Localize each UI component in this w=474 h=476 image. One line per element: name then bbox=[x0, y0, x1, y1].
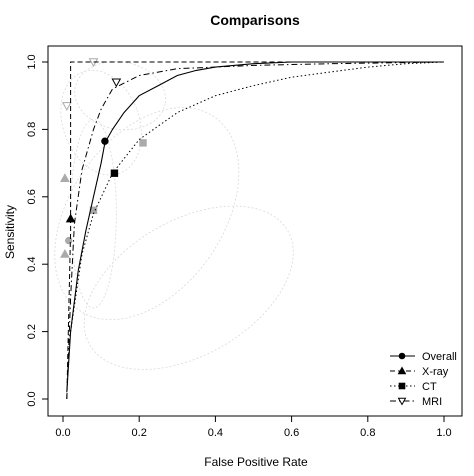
legend-marker bbox=[398, 352, 406, 360]
x-tick-label: 0.2 bbox=[132, 427, 147, 439]
x-tick-label: 0.8 bbox=[360, 427, 375, 439]
study-point bbox=[60, 249, 70, 258]
legend-marker bbox=[397, 397, 407, 406]
x-axis-label: False Positive Rate bbox=[204, 455, 308, 469]
legend: Overall X-ray CT MRI bbox=[385, 348, 460, 410]
sroc-curves bbox=[66, 61, 445, 400]
confidence-region bbox=[60, 69, 142, 176]
study-confidence-regions bbox=[54, 61, 294, 370]
legend-marker bbox=[397, 366, 407, 375]
x-tick-label: 0.0 bbox=[55, 427, 70, 439]
y-axis: 0.0 0.2 0.4 0.6 0.8 1.0 bbox=[26, 54, 49, 407]
y-tick-label: 0.4 bbox=[26, 257, 38, 272]
confidence-region bbox=[83, 205, 294, 370]
study-point bbox=[61, 102, 72, 111]
study-points bbox=[60, 58, 147, 258]
study-point bbox=[139, 139, 147, 147]
legend-marker bbox=[398, 382, 406, 390]
study-point bbox=[65, 236, 73, 245]
y-tick-label: 1.0 bbox=[26, 54, 38, 69]
y-tick-label: 0.6 bbox=[26, 189, 38, 204]
confidence-region bbox=[74, 61, 166, 131]
summary-points bbox=[65, 78, 122, 223]
study-point bbox=[60, 173, 70, 182]
x-tick-label: 0.6 bbox=[284, 427, 299, 439]
confidence-region bbox=[54, 107, 240, 321]
legend-label: X-ray bbox=[422, 366, 449, 378]
summary-point-ct bbox=[110, 169, 119, 177]
curve-ct bbox=[70, 61, 445, 332]
y-tick-label: 0.2 bbox=[26, 324, 38, 339]
y-tick-label: 0.0 bbox=[26, 391, 38, 406]
x-axis: 0.0 0.2 0.4 0.6 0.8 1.0 bbox=[55, 415, 452, 439]
summary-point-x-ray bbox=[65, 213, 76, 223]
curve-overall bbox=[66, 61, 444, 393]
y-tick-label: 0.8 bbox=[26, 122, 38, 137]
summary-point-overall bbox=[101, 137, 109, 145]
legend-label: MRI bbox=[422, 396, 442, 408]
legend-box bbox=[385, 348, 460, 410]
legend-label: Overall bbox=[422, 351, 457, 363]
summary-point-mri bbox=[111, 78, 122, 88]
x-tick-label: 1.0 bbox=[436, 427, 451, 439]
legend-label: CT bbox=[422, 381, 437, 393]
curve-x-ray bbox=[66, 61, 330, 400]
chart-title: Comparisons bbox=[210, 12, 300, 28]
curve-mri bbox=[66, 61, 445, 400]
x-tick-label: 0.4 bbox=[208, 427, 223, 439]
y-axis-label: Sensitivity bbox=[3, 205, 17, 259]
